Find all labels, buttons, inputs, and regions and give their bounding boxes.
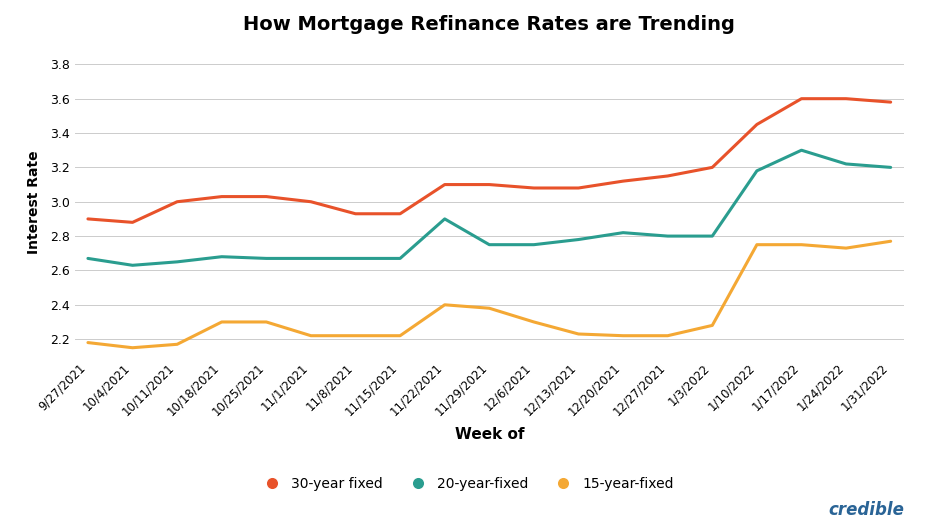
30-year fixed	[394, 211, 405, 217]
30-year fixed	[885, 99, 897, 105]
15-year-fixed	[261, 319, 272, 325]
15-year-fixed	[751, 242, 762, 248]
20-year-fixed	[82, 255, 93, 261]
20-year-fixed	[841, 161, 852, 167]
30-year fixed	[306, 199, 317, 205]
30-year fixed	[662, 173, 673, 179]
30-year fixed	[528, 185, 540, 191]
15-year-fixed	[394, 333, 405, 339]
X-axis label: Week of: Week of	[455, 427, 524, 442]
15-year-fixed	[618, 333, 629, 339]
15-year-fixed	[841, 245, 852, 251]
20-year-fixed	[618, 230, 629, 236]
30-year fixed	[796, 95, 807, 102]
15-year-fixed	[171, 341, 183, 347]
30-year fixed	[127, 219, 138, 225]
30-year fixed	[751, 121, 762, 127]
20-year-fixed	[528, 242, 540, 248]
20-year-fixed	[394, 255, 405, 261]
30-year fixed	[706, 164, 718, 170]
30-year fixed	[82, 216, 93, 222]
15-year-fixed	[439, 302, 450, 308]
20-year-fixed	[127, 262, 138, 268]
20-year-fixed	[439, 216, 450, 222]
15-year-fixed	[528, 319, 540, 325]
20-year-fixed	[350, 255, 361, 261]
15-year-fixed	[662, 333, 673, 339]
Line: 15-year-fixed: 15-year-fixed	[88, 241, 891, 348]
Y-axis label: Interest Rate: Interest Rate	[27, 150, 42, 254]
20-year-fixed	[796, 147, 807, 154]
20-year-fixed	[885, 164, 897, 170]
30-year fixed	[216, 193, 227, 200]
Text: credible: credible	[829, 501, 904, 519]
30-year fixed	[171, 199, 183, 205]
30-year fixed	[484, 181, 495, 188]
15-year-fixed	[306, 333, 317, 339]
15-year-fixed	[82, 340, 93, 346]
Title: How Mortgage Refinance Rates are Trending: How Mortgage Refinance Rates are Trendin…	[243, 16, 735, 35]
20-year-fixed	[706, 233, 718, 239]
20-year-fixed	[484, 242, 495, 248]
20-year-fixed	[573, 236, 584, 243]
15-year-fixed	[216, 319, 227, 325]
15-year-fixed	[796, 242, 807, 248]
Line: 20-year-fixed: 20-year-fixed	[88, 150, 891, 265]
20-year-fixed	[751, 168, 762, 174]
30-year fixed	[573, 185, 584, 191]
20-year-fixed	[662, 233, 673, 239]
Line: 30-year fixed: 30-year fixed	[88, 99, 891, 222]
30-year fixed	[261, 193, 272, 200]
15-year-fixed	[573, 331, 584, 337]
20-year-fixed	[261, 255, 272, 261]
20-year-fixed	[306, 255, 317, 261]
30-year fixed	[841, 95, 852, 102]
Legend: 30-year fixed, 20-year-fixed, 15-year-fixed: 30-year fixed, 20-year-fixed, 15-year-fi…	[253, 471, 679, 496]
15-year-fixed	[127, 345, 138, 351]
15-year-fixed	[484, 305, 495, 311]
15-year-fixed	[706, 322, 718, 329]
15-year-fixed	[885, 238, 897, 244]
30-year fixed	[350, 211, 361, 217]
15-year-fixed	[350, 333, 361, 339]
30-year fixed	[439, 181, 450, 188]
20-year-fixed	[171, 259, 183, 265]
20-year-fixed	[216, 254, 227, 260]
30-year fixed	[618, 178, 629, 184]
